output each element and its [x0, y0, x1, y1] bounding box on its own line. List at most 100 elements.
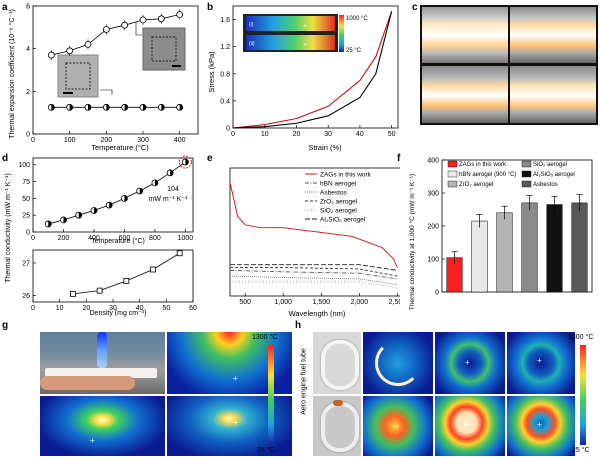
- legend-swatch: [521, 160, 532, 168]
- spectrum-line: [229, 269, 398, 280]
- bar: [471, 220, 488, 293]
- x-tick-label: 200: [100, 137, 112, 144]
- panel-d-ylabel: Thermal conductivity (mW m⁻¹ K⁻¹): [5, 173, 12, 283]
- fuel-tube-thermal-2: +: [435, 332, 505, 394]
- x-tick-label: 300: [137, 137, 149, 144]
- panel-e-legend: ZAGs in this work hBN aerogel Asbestos ZrO₂…: [305, 172, 372, 224]
- x-tick-label: 30: [109, 305, 117, 312]
- y-tick-label: 6: [26, 4, 30, 11]
- data-point-half: [78, 212, 82, 219]
- legend-label: ZrO₂ aerogel: [459, 182, 493, 188]
- panel-f-chart: Thermal conductivity at 1,000 °C (mW m⁻¹…: [408, 158, 593, 310]
- data-point-half: [48, 220, 52, 227]
- spectrum-line: [229, 182, 398, 268]
- panel-e-xlabel: Wavelength (nm): [289, 309, 346, 318]
- y-tick-label: 1.6: [220, 17, 230, 24]
- x-tick-label: 400: [174, 137, 186, 144]
- data-point-half: [161, 104, 165, 111]
- x-tick-label: 1,000: [274, 299, 292, 306]
- panel-h-side-label: Aero engine fuel tube: [300, 348, 308, 415]
- x-tick-label: 10: [56, 305, 64, 312]
- x-tick-label: 400: [88, 235, 100, 242]
- axes-frame: [32, 249, 194, 303]
- panel-h-images: + + + + +: [313, 332, 575, 456]
- x-tick-label: 0: [31, 305, 35, 312]
- panel-f-legend: ZAGs in this work hBN aerogel (900 °C) ZrO…: [447, 160, 575, 188]
- panel-g-cbar-max: 1300 °C: [252, 334, 278, 341]
- legend-swatch: [447, 180, 458, 188]
- data-point-half: [143, 104, 146, 111]
- x-tick-label: 10: [261, 131, 269, 138]
- legend-label: SiO₂ aerogel: [533, 162, 567, 168]
- data-point: [121, 21, 129, 29]
- panel-h-cbar-min: 25 °C: [572, 447, 590, 454]
- fuel-tube-thermal-1: [363, 332, 433, 394]
- legend-swatch: [521, 170, 532, 178]
- data-point-half: [106, 104, 110, 111]
- y-tick-label: 300: [427, 191, 439, 198]
- spectrum-line: [230, 281, 398, 288]
- x-tick-label: 30: [324, 131, 332, 138]
- x-tick-label: 50: [388, 131, 396, 138]
- x-tick-label: 800: [149, 235, 161, 242]
- y-tick-label: 0.4: [220, 98, 230, 105]
- hysteresis-curve: [232, 11, 393, 129]
- panel-letter-e: e: [207, 153, 213, 164]
- x-tick-label: 0: [31, 235, 35, 242]
- compression-photo-4: [510, 66, 596, 123]
- x-tick-label: 200: [58, 235, 70, 242]
- bar: [496, 212, 513, 293]
- inset-tag-ii: (ii): [249, 41, 255, 47]
- y-tick-label: 0: [26, 132, 30, 139]
- data-point: [96, 287, 103, 294]
- y-tick-label: 100: [427, 257, 439, 264]
- x-tick-label: 20: [82, 305, 90, 312]
- panel-letter-a: a: [2, 2, 8, 13]
- data-point-half: [63, 216, 67, 223]
- x-tick-label: 600: [119, 235, 131, 242]
- data-point: [176, 11, 184, 18]
- panel-g-cbar-min: 25 °C: [257, 447, 275, 454]
- svg-text:+: +: [303, 42, 307, 49]
- y-tick-label: 400: [427, 158, 439, 165]
- y-tick-label: 0.8: [220, 71, 230, 78]
- legend-swatch: [447, 160, 458, 168]
- panel-h-cbar-max: 1300 °C: [568, 334, 594, 341]
- y-tick-label: 26: [22, 293, 30, 300]
- sem-inset-left: [57, 54, 99, 98]
- legend-label: hBN aerogel: [320, 181, 357, 188]
- data-point: [139, 16, 147, 24]
- spectrum-line: [230, 267, 398, 277]
- y-tick-label: 0: [26, 230, 30, 237]
- data-point: [102, 26, 110, 33]
- data-point: [66, 47, 74, 55]
- x-tick-label: 2,000: [351, 299, 369, 306]
- x-tick-label: 60: [189, 305, 197, 312]
- panel-d-bottom-xlabel: Density (mg cm⁻³): [90, 310, 147, 317]
- inset-pointer-right: [135, 22, 142, 36]
- panel-f-ylabel: Thermal conductivity at 1,000 °C (mW m⁻¹…: [408, 174, 416, 310]
- panel-e-chart: Wavelength (nm) ZAGs in this work hBN aer…: [229, 167, 400, 318]
- y-tick-label: 25: [22, 213, 30, 220]
- panel-b-cbar-min: 25 °C: [346, 48, 362, 54]
- panel-letter-d: d: [2, 153, 9, 164]
- panel-a-chart: Thermal expansion coefficient (10⁻⁶ °C⁻¹…: [8, 4, 199, 152]
- data-point: [84, 41, 92, 48]
- x-tick-label: 0: [31, 137, 35, 144]
- panel-h-colorbar: [580, 345, 586, 445]
- compression-photo-3: [422, 66, 508, 123]
- sem-inset-right: [142, 27, 186, 71]
- data-point: [47, 51, 55, 59]
- x-tick-label: 1,500: [313, 299, 331, 306]
- series-line: [48, 161, 186, 225]
- legend-label: hBN aerogel (900 °C): [459, 172, 516, 178]
- fuel-tube-thermal-5: +: [435, 396, 505, 456]
- data-point-half: [88, 104, 91, 111]
- compression-photos: [420, 5, 598, 125]
- flame-photo: [40, 332, 165, 394]
- y-tick-label: 4: [26, 46, 30, 53]
- panel-letter-f: f: [397, 153, 401, 164]
- thermal-inset: (i) (ii) + +: [243, 14, 338, 52]
- legend-swatch: [447, 170, 458, 178]
- axes-frame: [32, 157, 194, 233]
